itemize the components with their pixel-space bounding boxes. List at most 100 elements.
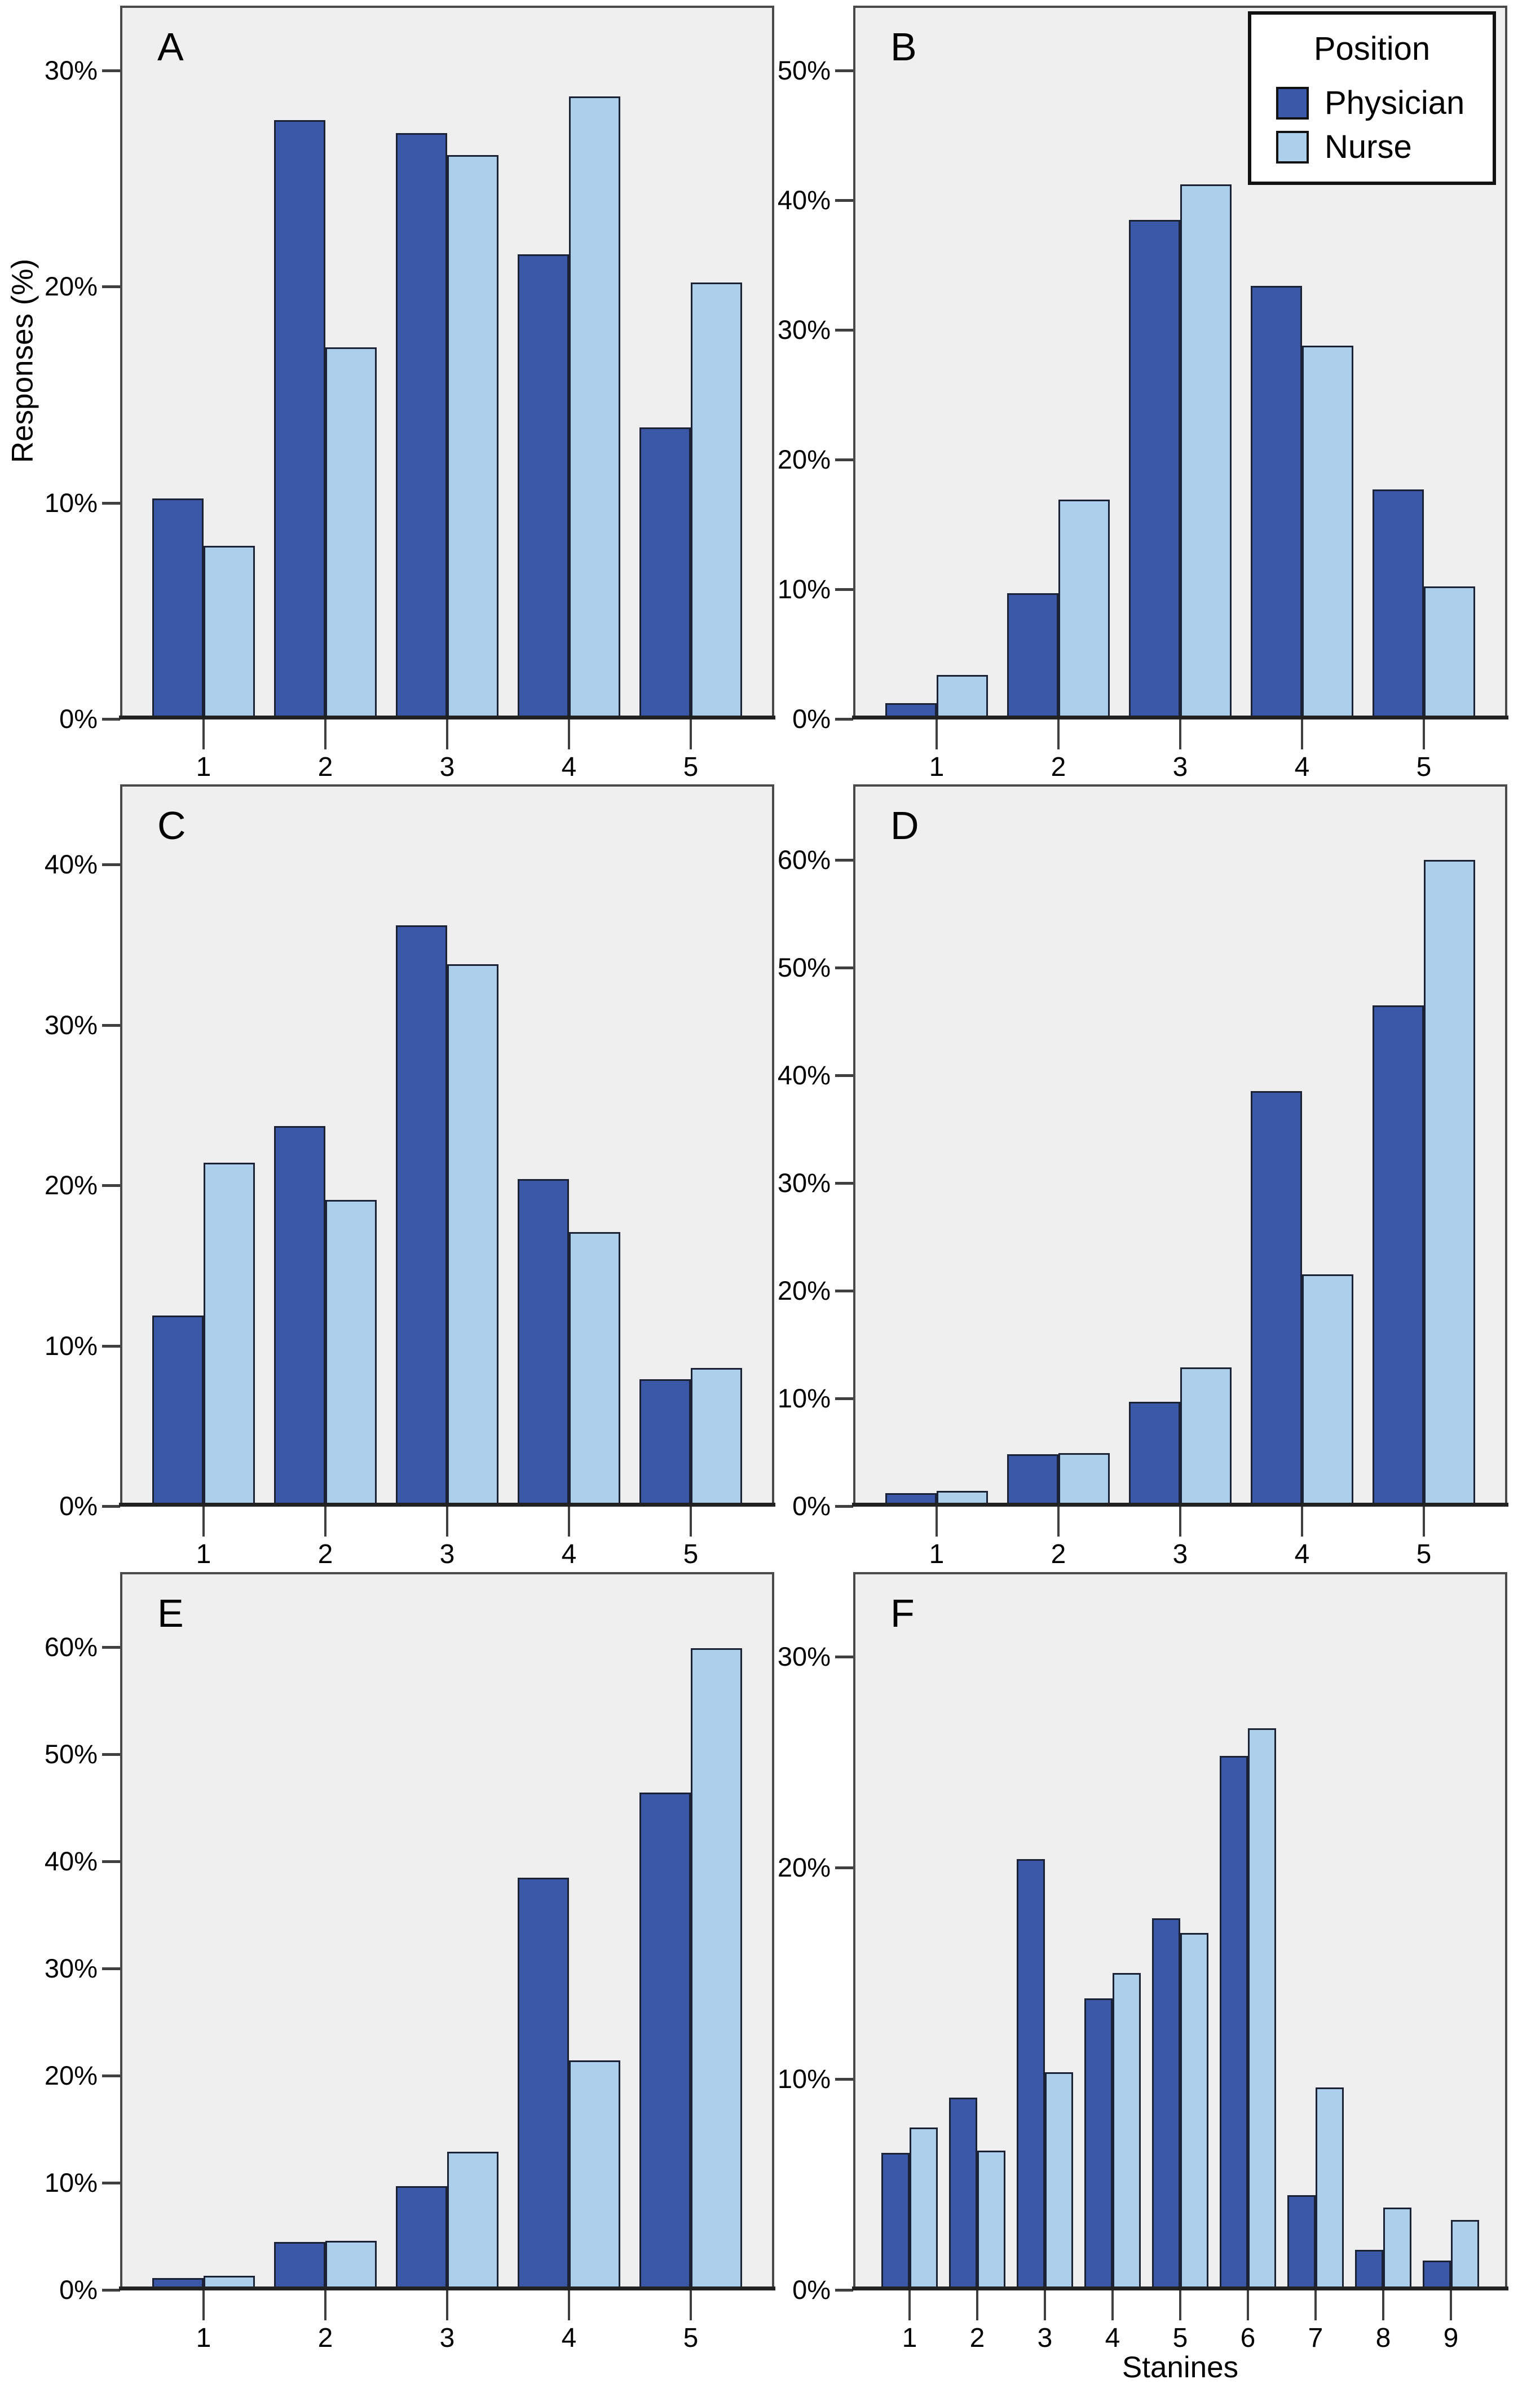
bar-nurse-9 (1451, 2220, 1480, 2290)
bar-physician-1 (152, 1315, 204, 1506)
x-tick-label: 5 (683, 752, 699, 782)
x-tick-label: 4 (561, 752, 577, 782)
y-tick-label: 50% (44, 1739, 98, 1769)
y-tick-label: 50% (777, 55, 831, 85)
x-tick (202, 719, 205, 749)
y-tick-label: 0% (59, 1491, 98, 1521)
bar-nurse-8 (1383, 2207, 1412, 2290)
bar-nurse-3 (1045, 2072, 1074, 2290)
y-tick-label: 40% (44, 849, 98, 880)
y-tick-label: 20% (777, 444, 831, 474)
x-tick (202, 2290, 205, 2320)
y-tick-label: 10% (44, 1330, 98, 1361)
x-tick (1044, 2290, 1046, 2320)
x-tick-label: 5 (683, 2323, 699, 2353)
bar-physician-1 (152, 498, 204, 719)
x-tick-label: 3 (1172, 1539, 1188, 1569)
y-tick-label: 30% (777, 315, 831, 345)
x-tick (568, 2290, 570, 2320)
bar-nurse-3 (447, 2151, 498, 2290)
bar-physician-2 (1007, 593, 1058, 719)
bar-nurse-4 (569, 96, 620, 719)
y-tick (102, 1646, 120, 1649)
bar-nurse-2 (977, 2150, 1006, 2290)
panel-label-f: F (890, 1591, 915, 1635)
bar-nurse-3 (447, 155, 498, 719)
bar-physician-4 (1251, 1091, 1302, 1506)
bar-nurse-2 (325, 347, 377, 719)
legend: Position Physician Nurse (1248, 11, 1496, 185)
y-tick (102, 1753, 120, 1756)
x-tick-label: 5 (1416, 752, 1432, 782)
y-tick-label: 0% (59, 2275, 98, 2305)
y-tick-label: 60% (44, 1632, 98, 1662)
y-tick (102, 1967, 120, 1970)
x-tick (446, 2290, 448, 2320)
y-tick (102, 501, 120, 505)
bar-physician-5 (639, 1793, 691, 2290)
bar-physician-6 (1219, 1755, 1248, 2290)
y-tick-label: 30% (44, 1009, 98, 1040)
y-tick (102, 2074, 120, 2077)
bar-physician-2 (274, 120, 325, 719)
y-tick-label: 30% (777, 1167, 831, 1198)
y-tick-label: 0% (792, 1491, 831, 1521)
x-tick-label: 1 (929, 1539, 945, 1569)
x-tick-label: 1 (196, 2323, 211, 2353)
bar-physician-2 (274, 1125, 325, 1506)
y-tick (835, 718, 853, 721)
y-tick-label: 20% (44, 2060, 98, 2090)
x-tick (936, 1506, 938, 1537)
y-tick-label: 40% (777, 1060, 831, 1090)
x-axis-title: Stanines (1122, 2351, 1239, 2384)
x-tick (1450, 2290, 1452, 2320)
legend-title: Position (1313, 30, 1431, 67)
panel-label-d: D (890, 804, 919, 848)
bar-physician-5 (639, 1379, 691, 1506)
x-tick-label: 8 (1375, 2323, 1391, 2353)
y-tick-label: 20% (44, 1170, 98, 1200)
physician-color-swatch (1276, 87, 1309, 120)
bar-nurse-2 (1058, 1453, 1110, 1506)
bar-physician-3 (396, 133, 447, 719)
x-axis-baseline (119, 1503, 775, 1507)
x-tick-label: 4 (1294, 1539, 1310, 1569)
x-tick (1111, 2290, 1114, 2320)
x-tick-label: 3 (1037, 2323, 1053, 2353)
nurse-color-swatch (1276, 131, 1309, 164)
bar-physician-5 (1151, 1918, 1180, 2290)
y-tick-label: 0% (59, 704, 98, 734)
y-tick-label: 10% (777, 2063, 831, 2094)
x-tick-label: 2 (1051, 1539, 1066, 1569)
y-tick-label: 30% (777, 1641, 831, 1671)
bar-physician-3 (396, 925, 447, 1506)
bar-physician-3 (1016, 1859, 1045, 2290)
y-tick-label: 40% (777, 185, 831, 215)
x-tick (690, 719, 692, 749)
bar-nurse-3 (447, 964, 498, 1506)
bar-nurse-2 (325, 1199, 377, 1506)
panel-label-e: E (157, 1591, 184, 1635)
bar-physician-9 (1422, 2260, 1451, 2290)
x-tick (1179, 1506, 1181, 1537)
x-tick-label: 4 (1294, 752, 1310, 782)
x-tick (1057, 719, 1060, 749)
y-tick (835, 69, 853, 72)
y-tick (835, 588, 853, 591)
y-tick (102, 285, 120, 289)
x-tick-label: 9 (1443, 2323, 1459, 2353)
x-axis-baseline (119, 716, 775, 720)
x-tick (568, 719, 570, 749)
x-tick-label: 3 (1172, 752, 1188, 782)
y-tick (835, 1074, 853, 1077)
bar-physician-2 (948, 2098, 977, 2290)
y-tick (835, 2077, 853, 2081)
y-tick-label: 30% (44, 1953, 98, 1983)
bar-nurse-6 (1248, 1728, 1277, 2290)
x-tick-label: 2 (317, 752, 333, 782)
x-tick-label: 2 (1051, 752, 1066, 782)
bar-nurse-1 (937, 674, 988, 719)
